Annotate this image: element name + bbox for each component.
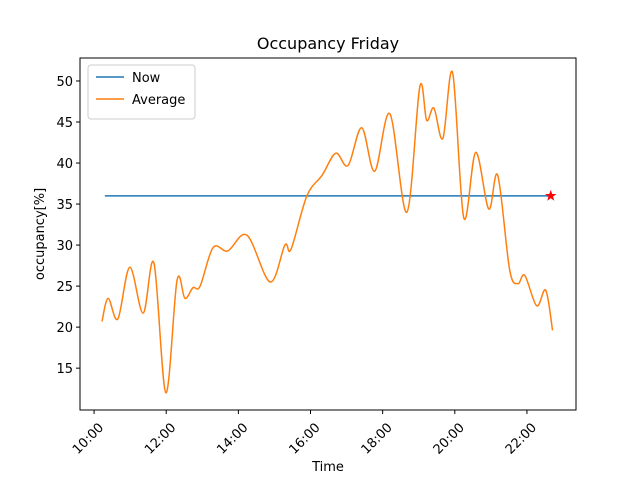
legend-box [87,64,196,120]
y-tick-label: 15 [56,362,73,377]
chart-title: Occupancy Friday [257,34,399,53]
y-tick-label: 45 [56,116,73,131]
y-tick-label: 35 [56,198,73,213]
y-tick-label: 30 [56,239,73,254]
x-axis-label: Time [311,460,344,475]
legend-label: Now [132,71,161,86]
plot-frame [79,57,577,411]
y-tick-label: 40 [56,157,73,172]
y-tick-label: 25 [56,280,73,295]
point-marker [545,189,557,201]
line-series [101,70,554,394]
y-axis-label: occupancy[%] [33,188,48,280]
y-tick-label: 20 [56,321,73,336]
legend-label: Average [132,93,185,108]
y-tick-label: 50 [56,75,73,90]
